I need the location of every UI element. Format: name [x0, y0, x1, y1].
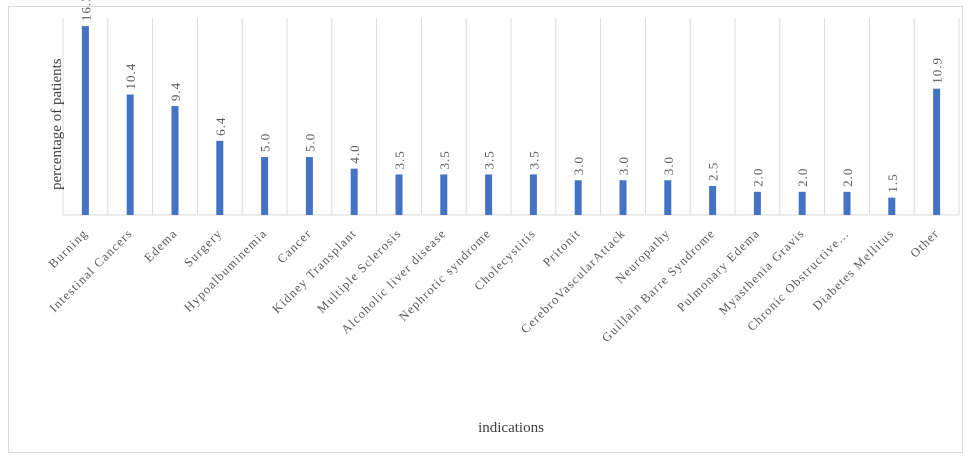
- bar: [305, 157, 313, 215]
- bar: [440, 174, 448, 215]
- data-label: 3.5: [392, 150, 407, 169]
- bar: [619, 180, 627, 215]
- x-tick-label: Surgery: [181, 226, 225, 270]
- data-label: 10.9: [930, 57, 945, 84]
- bar: [216, 140, 224, 215]
- data-label: 4.0: [347, 144, 362, 163]
- x-axis-title: indications: [478, 420, 544, 436]
- bar: [485, 174, 493, 215]
- bar: [888, 197, 896, 215]
- data-labels: 16.3 10.4 9.4 6.4 5.0 5.0 4.0 3.5 3.5 3.5 3.5 3.0 3.…: [78, 0, 944, 193]
- data-label: 5.0: [258, 133, 273, 152]
- bar: [843, 191, 851, 215]
- data-label: 2.0: [795, 168, 810, 187]
- data-label: 6.4: [213, 117, 228, 136]
- bar: [126, 94, 134, 215]
- y-axis-title: percentage of patients: [49, 58, 65, 190]
- bar: [574, 180, 582, 215]
- bar: [529, 174, 537, 215]
- x-tick-label: Pulmonary Edema: [674, 226, 762, 314]
- x-tick-label: Burning: [46, 226, 91, 271]
- x-tick-label: Edema: [141, 226, 180, 265]
- x-tick-label: Diabetes Mellitus: [810, 226, 897, 313]
- data-label: 3.0: [661, 156, 676, 175]
- bar: [933, 88, 941, 215]
- x-tick-label: Multiple Sclerosis: [314, 226, 404, 316]
- data-label: 2.5: [706, 162, 721, 181]
- bar: [395, 174, 403, 215]
- data-label: 3.5: [482, 150, 497, 169]
- data-label: 2.0: [840, 168, 855, 187]
- bar: [753, 191, 761, 215]
- data-label: 3.0: [616, 156, 631, 175]
- data-label: 9.4: [168, 82, 183, 101]
- data-label: 2.0: [750, 168, 765, 187]
- data-label: 3.5: [526, 150, 541, 169]
- data-label: 10.4: [123, 63, 138, 90]
- data-label: 16.3: [78, 0, 93, 21]
- bar: [171, 106, 179, 215]
- bar: [798, 191, 806, 215]
- data-label: 5.0: [302, 133, 317, 152]
- bar: [261, 157, 269, 215]
- bar: [664, 180, 672, 215]
- x-tick-label: Pritonit: [540, 226, 583, 269]
- data-label: 1.5: [885, 173, 900, 192]
- chart-frame: [8, 6, 963, 453]
- data-label: 3.0: [571, 156, 586, 175]
- x-tick-label: Kidney Transplant: [269, 226, 359, 316]
- x-tick-label: Intestinal Cancers: [47, 226, 136, 315]
- category-gridlines: [62, 18, 960, 215]
- bar: [350, 168, 358, 215]
- data-label: 3.5: [437, 150, 452, 169]
- x-tick-label: Myasthenia Gravis: [716, 226, 807, 317]
- bars: [81, 26, 941, 215]
- x-tick-label: Other: [907, 226, 941, 260]
- bar: [709, 186, 717, 215]
- x-tick-label: Hypoalbuminemia: [181, 226, 269, 314]
- bar: [81, 26, 89, 215]
- x-tick-label: Cancer: [274, 226, 314, 266]
